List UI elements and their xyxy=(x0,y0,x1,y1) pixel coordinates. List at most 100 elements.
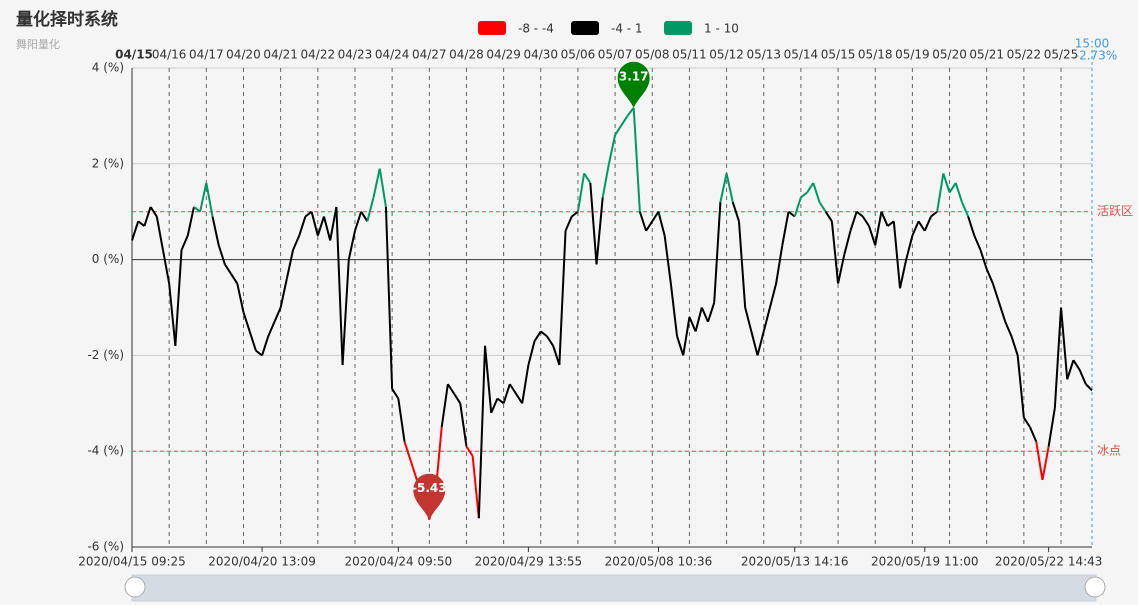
line-segment xyxy=(279,278,288,308)
day-label: 04/22 xyxy=(301,48,336,62)
line-segment xyxy=(242,311,251,332)
line-segment xyxy=(1078,369,1087,385)
line-segment xyxy=(273,307,282,323)
line-segment xyxy=(620,115,629,127)
x-tick-label: 2020/05/19 11:00 xyxy=(871,555,979,569)
line-segment xyxy=(161,249,171,284)
line-segment xyxy=(248,331,257,351)
line-segment xyxy=(973,235,982,251)
line-segment xyxy=(391,388,400,400)
legend-swatch xyxy=(571,21,599,35)
line-segment xyxy=(985,268,994,284)
line-segment xyxy=(768,283,778,308)
zoom-handle[interactable] xyxy=(1084,576,1106,598)
line-segment xyxy=(861,215,870,227)
line-segment xyxy=(744,307,753,332)
line-segment xyxy=(298,216,307,236)
line-segment xyxy=(576,173,586,212)
line-segment xyxy=(942,173,951,193)
line-segment xyxy=(255,349,263,357)
line-segment xyxy=(447,383,455,395)
line-segment xyxy=(304,210,313,218)
x-tick-label: 2020/04/20 13:09 xyxy=(208,555,316,569)
line-segment xyxy=(719,173,728,203)
chart-title: 量化择时系统 xyxy=(16,9,118,30)
legend-swatch xyxy=(478,21,506,35)
line-segment xyxy=(149,206,158,218)
pin xyxy=(617,61,650,108)
line-segment xyxy=(1010,335,1019,356)
line-segment xyxy=(155,216,164,251)
line-segment xyxy=(595,197,604,265)
line-segment xyxy=(892,221,901,289)
line-segment xyxy=(546,335,555,347)
line-segment xyxy=(991,283,1001,304)
line-segment xyxy=(998,302,1007,323)
line-segment xyxy=(868,225,877,246)
mark-line-label: 冰点 xyxy=(1097,444,1121,458)
line-segment xyxy=(948,182,957,194)
day-label: 05/21 xyxy=(969,48,1004,62)
line-segment xyxy=(378,168,387,208)
zoom-handle[interactable] xyxy=(124,576,146,598)
day-label: 05/06 xyxy=(561,48,596,62)
day-label: 05/19 xyxy=(895,48,930,62)
line-segment xyxy=(657,211,666,236)
line-segment xyxy=(453,393,462,404)
line-segment xyxy=(1066,359,1075,380)
legend-label: -8 - -4 xyxy=(518,22,554,36)
line-segment xyxy=(403,441,412,462)
line-segment xyxy=(954,182,963,203)
line-segment xyxy=(1016,355,1025,418)
line-segment xyxy=(1004,321,1013,337)
line-segment xyxy=(887,220,895,227)
day-label: 04/28 xyxy=(449,48,484,62)
line-segment xyxy=(874,211,883,246)
x-tick-label: 2020/04/29 13:55 xyxy=(475,555,583,569)
line-segment xyxy=(762,307,771,332)
day-label: 04/23 xyxy=(338,48,373,62)
line-segment xyxy=(676,335,685,356)
line-segment xyxy=(775,245,784,284)
line-segment xyxy=(366,197,375,222)
line-segment xyxy=(688,316,697,332)
day-label: 04/17 xyxy=(189,48,224,62)
y-tick-label: 2 (%) xyxy=(92,156,124,170)
day-label: 05/14 xyxy=(784,48,819,62)
line-segment xyxy=(459,403,468,447)
line-segment xyxy=(552,345,561,366)
line-segment xyxy=(583,172,592,184)
line-segment xyxy=(856,210,864,218)
zoom-track[interactable] xyxy=(131,574,1097,602)
line-segment xyxy=(143,206,152,227)
line-segment xyxy=(571,210,579,218)
line-segment xyxy=(818,201,827,213)
y-tick-label: -2 (%) xyxy=(87,348,124,362)
line-segment xyxy=(199,182,208,212)
line-segment xyxy=(601,163,610,198)
legend-swatch xyxy=(664,21,692,35)
line-segment xyxy=(477,345,487,519)
line-segment xyxy=(397,398,406,442)
line-segment xyxy=(533,330,542,342)
day-label: 05/25 xyxy=(1044,48,1079,62)
day-label: 05/12 xyxy=(709,48,744,62)
data-zoom[interactable] xyxy=(124,574,1106,602)
line-segment xyxy=(800,191,808,199)
line-segment xyxy=(737,221,747,308)
line-segment xyxy=(731,201,740,222)
line-segment xyxy=(224,263,232,275)
line-segment xyxy=(484,345,493,413)
x-tick-label: 2020/05/13 14:16 xyxy=(741,555,849,569)
line-segment xyxy=(267,321,276,337)
line-segment xyxy=(607,134,617,165)
line-segment xyxy=(812,182,821,203)
day-label: 05/11 xyxy=(672,48,707,62)
line-segment xyxy=(465,445,474,457)
line-segment xyxy=(508,383,517,395)
line-segment xyxy=(967,216,976,236)
line-segment xyxy=(292,235,301,251)
line-segment xyxy=(911,220,920,237)
day-label: 04/21 xyxy=(263,48,298,62)
